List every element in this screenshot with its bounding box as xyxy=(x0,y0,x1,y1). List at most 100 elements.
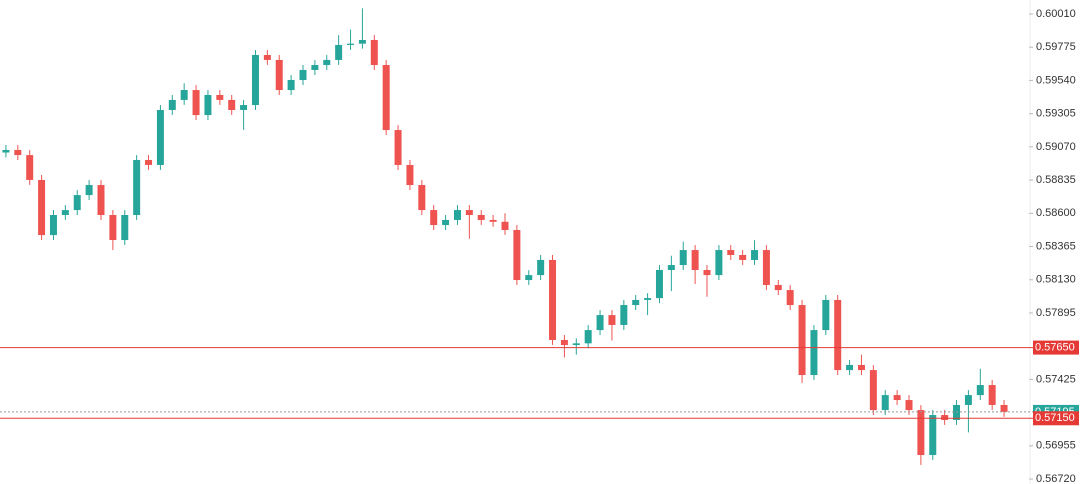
candle-body xyxy=(537,259,545,276)
candle-body xyxy=(679,250,687,266)
candle-body xyxy=(311,65,319,70)
candle-body xyxy=(751,250,759,260)
candle-body xyxy=(2,149,10,153)
candle-body xyxy=(620,305,628,325)
candle-body xyxy=(109,215,117,241)
candle-body xyxy=(335,44,343,60)
candle-body xyxy=(869,370,877,411)
candle-body xyxy=(251,54,259,106)
candle-body xyxy=(406,164,414,186)
candle-body xyxy=(632,299,640,306)
candle-body xyxy=(347,43,355,45)
candle-body xyxy=(489,219,497,222)
candle-body xyxy=(644,298,652,300)
candle-body xyxy=(917,410,925,456)
candle-body xyxy=(857,364,865,371)
level-tag xyxy=(1033,411,1079,426)
y-tick-label: 0.57895 xyxy=(1036,307,1076,319)
candle-body xyxy=(810,330,818,376)
candle-body xyxy=(418,185,426,211)
candle-body xyxy=(465,210,473,216)
y-tick-label: 0.57425 xyxy=(1036,373,1076,385)
candle-body xyxy=(287,80,295,91)
y-tick-label: 0.58835 xyxy=(1036,174,1076,186)
candle-body xyxy=(97,185,105,216)
candle-body xyxy=(145,160,153,165)
candle-body xyxy=(49,215,57,236)
candle-body xyxy=(549,259,557,340)
candle-body xyxy=(85,185,93,196)
y-tick-label: 0.59540 xyxy=(1036,74,1076,86)
candle-body xyxy=(762,250,770,285)
candle-body xyxy=(513,229,521,281)
candle-body xyxy=(846,364,854,371)
candle-body xyxy=(525,275,533,281)
candle-body xyxy=(240,105,248,110)
candle-body xyxy=(263,54,271,60)
candle-body xyxy=(988,385,996,405)
level-label: 0.57150 xyxy=(1035,412,1075,424)
candle-body xyxy=(275,59,283,91)
candle-body xyxy=(786,290,794,306)
y-tick-label: 0.59070 xyxy=(1036,141,1076,153)
candle-body xyxy=(501,221,509,230)
candle-body xyxy=(608,315,616,325)
candle-body xyxy=(905,400,913,411)
y-tick-label: 0.58130 xyxy=(1036,274,1076,286)
candle-body xyxy=(715,250,723,276)
candle-body xyxy=(881,395,889,411)
candle-body xyxy=(941,415,949,420)
candle-body xyxy=(929,415,937,456)
candle-body xyxy=(893,395,901,401)
candle-body xyxy=(73,195,81,211)
level-tag xyxy=(1033,340,1079,355)
candle-body xyxy=(572,343,580,346)
y-tick-label: 0.59775 xyxy=(1036,41,1076,53)
y-tick-label: 0.60010 xyxy=(1036,8,1076,20)
candle-body xyxy=(394,130,402,165)
candle-body xyxy=(26,155,34,180)
candle-body xyxy=(964,395,972,405)
candle-body xyxy=(798,305,806,376)
candle-body xyxy=(703,269,711,276)
candle-body xyxy=(121,215,129,241)
y-tick-label: 0.56955 xyxy=(1036,440,1076,452)
candle-body xyxy=(560,339,568,346)
candle-body xyxy=(774,284,782,291)
candle-body xyxy=(299,69,307,81)
y-tick-label: 0.59305 xyxy=(1036,108,1076,120)
candle-body xyxy=(382,65,390,131)
candle-body xyxy=(477,215,485,220)
candle-body xyxy=(156,109,164,165)
candle-body xyxy=(596,315,604,331)
y-tick-label: 0.58365 xyxy=(1036,240,1076,252)
candle-body xyxy=(822,299,830,331)
candle-body xyxy=(204,94,212,116)
candle-body xyxy=(953,404,961,420)
candle-body xyxy=(216,94,224,100)
candle-body xyxy=(1000,404,1008,412)
candle-body xyxy=(691,250,699,270)
candle-body xyxy=(370,40,378,66)
candle-body xyxy=(739,255,747,260)
candle-body xyxy=(192,90,200,116)
candle-body xyxy=(442,219,450,226)
candle-body xyxy=(180,90,188,100)
candle-body xyxy=(14,149,22,156)
candle-body xyxy=(228,99,236,110)
candle-body xyxy=(38,179,46,236)
candle-body xyxy=(976,385,984,396)
candle-body xyxy=(727,250,735,256)
candle-body xyxy=(655,269,663,299)
candle-body xyxy=(667,265,675,270)
candle-body xyxy=(834,299,842,371)
candle-body xyxy=(61,210,69,216)
y-tick-label: 0.58600 xyxy=(1036,207,1076,219)
candle-body xyxy=(323,59,331,66)
candle-body xyxy=(358,40,366,44)
candle-body xyxy=(453,210,461,220)
candle-body xyxy=(168,99,176,110)
y-tick-label: 0.56720 xyxy=(1036,473,1076,484)
level-label: 0.57650 xyxy=(1035,341,1075,353)
